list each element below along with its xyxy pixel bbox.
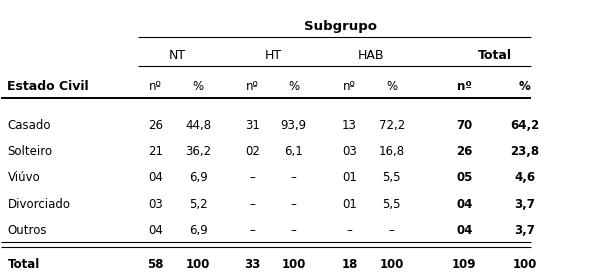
Text: 04: 04 (456, 224, 472, 237)
Text: 03: 03 (342, 145, 357, 158)
Text: Total: Total (478, 49, 512, 62)
Text: 100: 100 (379, 258, 404, 271)
Text: 100: 100 (282, 258, 306, 271)
Text: %: % (193, 81, 204, 93)
Text: –: – (291, 171, 297, 184)
Text: Solteiro: Solteiro (7, 145, 52, 158)
Text: 01: 01 (342, 171, 357, 184)
Text: 26: 26 (148, 119, 163, 132)
Text: 93,9: 93,9 (281, 119, 307, 132)
Text: –: – (347, 224, 352, 237)
Text: 6,1: 6,1 (285, 145, 303, 158)
Text: 58: 58 (148, 258, 164, 271)
Text: 5,5: 5,5 (382, 171, 401, 184)
Text: Divorciado: Divorciado (7, 198, 71, 211)
Text: –: – (291, 198, 297, 211)
Text: 4,6: 4,6 (514, 171, 536, 184)
Text: 5,5: 5,5 (382, 198, 401, 211)
Text: 03: 03 (148, 198, 163, 211)
Text: 21: 21 (148, 145, 163, 158)
Text: %: % (288, 81, 299, 93)
Text: nº: nº (343, 81, 356, 93)
Text: 6,9: 6,9 (188, 224, 207, 237)
Text: 44,8: 44,8 (185, 119, 211, 132)
Text: 5,2: 5,2 (188, 198, 207, 211)
Text: 36,2: 36,2 (185, 145, 211, 158)
Text: –: – (250, 224, 255, 237)
Text: Casado: Casado (7, 119, 51, 132)
Text: Total: Total (7, 258, 40, 271)
Text: 31: 31 (245, 119, 260, 132)
Text: 04: 04 (148, 171, 163, 184)
Text: 64,2: 64,2 (510, 119, 539, 132)
Text: 26: 26 (456, 145, 472, 158)
Text: –: – (250, 171, 255, 184)
Text: HT: HT (264, 49, 282, 62)
Text: –: – (250, 198, 255, 211)
Text: 23,8: 23,8 (510, 145, 539, 158)
Text: 100: 100 (186, 258, 210, 271)
Text: Viúvo: Viúvo (7, 171, 40, 184)
Text: 01: 01 (342, 198, 357, 211)
Text: nº: nº (246, 81, 259, 93)
Text: 04: 04 (456, 198, 472, 211)
Text: 100: 100 (513, 258, 537, 271)
Text: nº: nº (150, 81, 162, 93)
Text: 02: 02 (245, 145, 260, 158)
Text: Estado Civil: Estado Civil (7, 81, 89, 93)
Text: nº: nº (457, 81, 472, 93)
Text: 70: 70 (456, 119, 472, 132)
Text: –: – (291, 224, 297, 237)
Text: 13: 13 (342, 119, 357, 132)
Text: NT: NT (168, 49, 185, 62)
Text: 3,7: 3,7 (514, 224, 535, 237)
Text: %: % (386, 81, 397, 93)
Text: 16,8: 16,8 (379, 145, 405, 158)
Text: 72,2: 72,2 (379, 119, 405, 132)
Text: 6,9: 6,9 (188, 171, 207, 184)
Text: 05: 05 (456, 171, 472, 184)
Text: %: % (519, 81, 531, 93)
Text: 04: 04 (148, 224, 163, 237)
Text: Subgrupo: Subgrupo (304, 20, 377, 33)
Text: 33: 33 (244, 258, 261, 271)
Text: 18: 18 (341, 258, 358, 271)
Text: –: – (389, 224, 395, 237)
Text: HAB: HAB (358, 49, 384, 62)
Text: Outros: Outros (7, 224, 47, 237)
Text: 3,7: 3,7 (514, 198, 535, 211)
Text: 109: 109 (452, 258, 477, 271)
